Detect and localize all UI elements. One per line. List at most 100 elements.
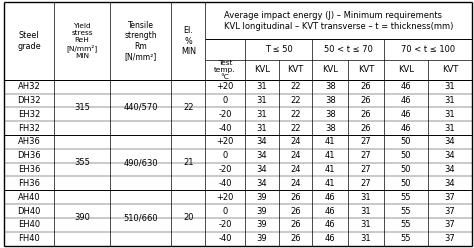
Text: DH32: DH32 bbox=[18, 96, 41, 105]
Text: +20: +20 bbox=[217, 82, 234, 91]
Text: 390: 390 bbox=[74, 214, 90, 222]
Text: 21: 21 bbox=[183, 158, 193, 167]
Text: 31: 31 bbox=[361, 193, 371, 202]
Text: Test
temp.
°C: Test temp. °C bbox=[214, 60, 236, 80]
Text: 55: 55 bbox=[401, 234, 411, 243]
Text: 34: 34 bbox=[256, 137, 267, 147]
Text: 0: 0 bbox=[222, 207, 228, 216]
Text: 46: 46 bbox=[401, 124, 411, 133]
Text: 26: 26 bbox=[290, 220, 301, 229]
Text: 38: 38 bbox=[325, 110, 336, 119]
Text: 41: 41 bbox=[325, 165, 336, 174]
Text: DH40: DH40 bbox=[18, 207, 41, 216]
Text: EH40: EH40 bbox=[18, 220, 40, 229]
Text: 70 < t ≤ 100: 70 < t ≤ 100 bbox=[401, 45, 455, 54]
Text: 20: 20 bbox=[183, 214, 193, 222]
Text: 34: 34 bbox=[445, 179, 456, 188]
Text: Average impact energy (J) – Minimum requirements
KVL longitudinal – KVT transver: Average impact energy (J) – Minimum requ… bbox=[224, 11, 453, 31]
Text: 0: 0 bbox=[222, 151, 228, 160]
Text: 37: 37 bbox=[445, 234, 456, 243]
Text: 46: 46 bbox=[325, 193, 336, 202]
Text: 31: 31 bbox=[445, 82, 456, 91]
Text: -20: -20 bbox=[219, 220, 232, 229]
Text: 39: 39 bbox=[256, 234, 267, 243]
Text: 38: 38 bbox=[325, 124, 336, 133]
Text: 22: 22 bbox=[290, 124, 301, 133]
Text: AH36: AH36 bbox=[18, 137, 40, 147]
Text: 31: 31 bbox=[256, 82, 267, 91]
Text: T ≤ 50: T ≤ 50 bbox=[265, 45, 292, 54]
Text: +20: +20 bbox=[217, 137, 234, 147]
Text: KVT: KVT bbox=[442, 65, 458, 74]
Text: -40: -40 bbox=[219, 179, 232, 188]
Text: 37: 37 bbox=[445, 193, 456, 202]
Text: 315: 315 bbox=[74, 103, 90, 112]
Text: 55: 55 bbox=[401, 207, 411, 216]
Text: FH36: FH36 bbox=[18, 179, 40, 188]
Text: EH32: EH32 bbox=[18, 110, 40, 119]
Text: 34: 34 bbox=[445, 165, 456, 174]
Text: 27: 27 bbox=[361, 165, 371, 174]
Text: 26: 26 bbox=[361, 124, 371, 133]
Text: 34: 34 bbox=[445, 151, 456, 160]
Text: KVL: KVL bbox=[322, 65, 338, 74]
Text: 27: 27 bbox=[361, 137, 371, 147]
Text: KVL: KVL bbox=[254, 65, 270, 74]
Text: 22: 22 bbox=[290, 110, 301, 119]
Text: 490/630: 490/630 bbox=[123, 158, 158, 167]
Text: 510/660: 510/660 bbox=[123, 214, 158, 222]
Text: 50: 50 bbox=[401, 165, 411, 174]
Text: 22: 22 bbox=[290, 82, 301, 91]
Text: 31: 31 bbox=[256, 124, 267, 133]
Text: AH40: AH40 bbox=[18, 193, 40, 202]
Text: 26: 26 bbox=[361, 96, 371, 105]
Text: 31: 31 bbox=[361, 234, 371, 243]
Text: 46: 46 bbox=[401, 96, 411, 105]
Text: 46: 46 bbox=[401, 110, 411, 119]
Text: 46: 46 bbox=[325, 207, 336, 216]
Text: 34: 34 bbox=[445, 137, 456, 147]
Text: El.
%
MIN: El. % MIN bbox=[181, 26, 196, 56]
Text: 26: 26 bbox=[361, 82, 371, 91]
Text: 0: 0 bbox=[222, 96, 228, 105]
Text: 34: 34 bbox=[256, 179, 267, 188]
Text: 31: 31 bbox=[445, 96, 456, 105]
Text: 24: 24 bbox=[290, 179, 301, 188]
Text: 27: 27 bbox=[361, 151, 371, 160]
Text: 50: 50 bbox=[401, 137, 411, 147]
Text: EH36: EH36 bbox=[18, 165, 40, 174]
Text: 31: 31 bbox=[256, 110, 267, 119]
Text: Tensile
strength
Rm
[N/mm²]: Tensile strength Rm [N/mm²] bbox=[124, 21, 157, 61]
Text: 38: 38 bbox=[325, 96, 336, 105]
Text: -20: -20 bbox=[219, 110, 232, 119]
Text: 46: 46 bbox=[325, 234, 336, 243]
Text: 39: 39 bbox=[256, 207, 267, 216]
Text: 55: 55 bbox=[401, 220, 411, 229]
Text: 41: 41 bbox=[325, 137, 336, 147]
Text: FH32: FH32 bbox=[18, 124, 40, 133]
Text: +20: +20 bbox=[217, 193, 234, 202]
Text: 27: 27 bbox=[361, 179, 371, 188]
Text: 41: 41 bbox=[325, 151, 336, 160]
Text: 31: 31 bbox=[361, 220, 371, 229]
Text: 55: 55 bbox=[401, 193, 411, 202]
Text: 24: 24 bbox=[290, 165, 301, 174]
Text: 50: 50 bbox=[401, 151, 411, 160]
Text: 24: 24 bbox=[290, 137, 301, 147]
Text: 26: 26 bbox=[290, 193, 301, 202]
Text: 440/570: 440/570 bbox=[123, 103, 158, 112]
Text: 37: 37 bbox=[445, 220, 456, 229]
Text: 26: 26 bbox=[361, 110, 371, 119]
Text: KVT: KVT bbox=[287, 65, 304, 74]
Text: 355: 355 bbox=[74, 158, 90, 167]
Text: 46: 46 bbox=[325, 220, 336, 229]
Text: 50: 50 bbox=[401, 179, 411, 188]
Text: 24: 24 bbox=[290, 151, 301, 160]
Text: 26: 26 bbox=[290, 207, 301, 216]
Text: 50 < t ≤ 70: 50 < t ≤ 70 bbox=[324, 45, 373, 54]
Text: -40: -40 bbox=[219, 124, 232, 133]
Text: KVT: KVT bbox=[358, 65, 374, 74]
Text: 31: 31 bbox=[256, 96, 267, 105]
Text: Yield
stress
ReH
[N/mm²]
MIN: Yield stress ReH [N/mm²] MIN bbox=[66, 23, 98, 59]
Text: 39: 39 bbox=[256, 193, 267, 202]
